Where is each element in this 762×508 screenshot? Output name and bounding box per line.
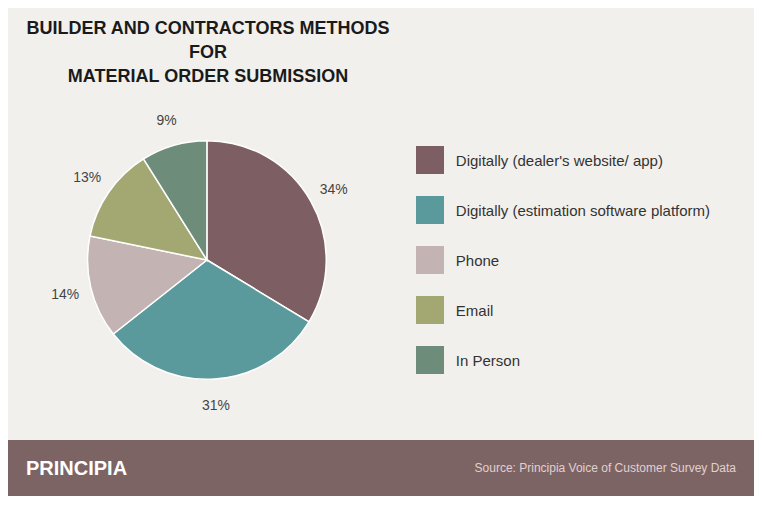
svg-text:13%: 13% — [73, 169, 101, 185]
svg-text:14%: 14% — [51, 286, 79, 302]
svg-text:34%: 34% — [320, 181, 348, 197]
svg-text:31%: 31% — [202, 397, 230, 413]
html-text:Email: Email — [455, 301, 494, 319]
html-text:Phone: Phone — [455, 251, 500, 269]
html-text:Digitally (dealer's website/ a: Digitally (dealer's website/ app) — [455, 151, 663, 169]
html-text:In Person: In Person — [455, 351, 520, 369]
html-text:Digitally (estimation software: Digitally (estimation software platform) — [455, 201, 711, 219]
html-text:PRINCIPIA: PRINCIPIA — [26, 456, 128, 479]
svg-text:9%: 9% — [157, 112, 177, 128]
html-text:BUILDER AND CONTRACTORS METHOD: BUILDER AND CONTRACTORS METHODS FOR MATE… — [26, 18, 390, 86]
html-text:Source: Principia Voice of Cus: Source: Principia Voice of Customer Surv… — [474, 461, 736, 475]
